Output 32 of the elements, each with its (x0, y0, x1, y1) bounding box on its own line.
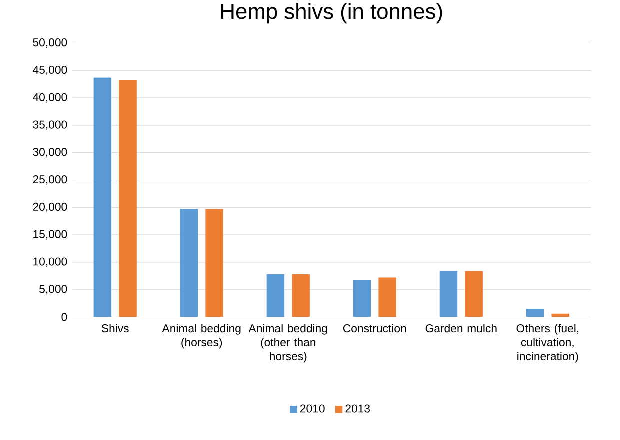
y-tick-label: 40,000 (33, 93, 68, 103)
y-tick-label: 25,000 (33, 176, 68, 186)
bar (94, 78, 112, 318)
bar (552, 314, 570, 318)
x-tick-label: Animal bedding (horses) (162, 324, 241, 349)
bar (119, 80, 137, 318)
y-tick-label: 20,000 (33, 203, 68, 212)
y-tick-label: 5,000 (40, 285, 68, 295)
bar (353, 280, 372, 318)
bar (206, 209, 224, 318)
y-tick-label: 15,000 (34, 230, 68, 240)
bar (292, 274, 310, 318)
legend-label: 2010 (300, 404, 325, 413)
y-tick-label: 0 (62, 313, 68, 322)
y-tick-label: 35,000 (33, 120, 68, 130)
bar (266, 274, 285, 318)
x-tick-label: Others (fuel, cultivation, incineration) (516, 324, 579, 363)
bar (378, 278, 396, 318)
y-tick-label: 10,000 (34, 258, 68, 268)
bar (440, 271, 458, 318)
y-tick-label: 30,000 (33, 148, 68, 158)
chart-title: Hemp shivs (in tonnes) (221, 3, 442, 24)
y-tick-label: 50,000 (33, 38, 68, 48)
y-tick-label: 45,000 (33, 66, 68, 76)
x-tick-label: Animal bedding (other than horses) (248, 324, 328, 363)
bar (465, 271, 483, 318)
bar (180, 209, 198, 318)
x-tick-label: Construction (343, 324, 406, 333)
x-tick-label: Shivs (102, 324, 129, 333)
bar (526, 309, 544, 318)
legend-label: 2013 (346, 404, 370, 413)
x-tick-label: Garden mulch (426, 324, 497, 333)
